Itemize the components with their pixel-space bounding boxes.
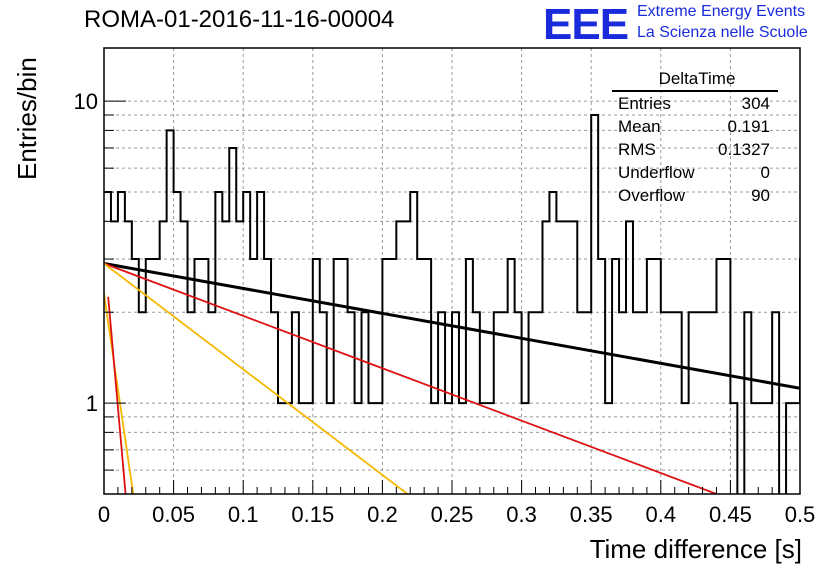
y-axis-label-wrap: Entries/bin xyxy=(8,40,42,190)
stats-label: RMS xyxy=(618,140,656,159)
stats-row-rms: RMS 0.1327 xyxy=(612,138,778,161)
stats-row-mean: Mean 0.191 xyxy=(612,115,778,138)
logo-subtitle-2: La Scienza nelle Scuole xyxy=(637,24,808,41)
stats-value: 0.1327 xyxy=(718,140,770,159)
stats-label: Underflow xyxy=(618,163,695,182)
plot-title: ROMA-01-2016-11-16-00004 xyxy=(84,6,395,33)
y-tick-label: 10 xyxy=(74,89,98,114)
stats-value: 90 xyxy=(751,186,770,205)
x-tick-label: 0.05 xyxy=(152,502,195,527)
stats-value: 0.191 xyxy=(727,117,770,136)
stats-label: Mean xyxy=(618,117,661,136)
stats-value: 0 xyxy=(760,163,770,182)
stats-row-entries: Entries 304 xyxy=(612,92,778,115)
x-tick-label: 0.15 xyxy=(291,502,334,527)
stats-box: DeltaTime Entries 304 Mean 0.191 RMS 0.1… xyxy=(612,68,778,207)
stats-row-overflow: Overflow 90 xyxy=(612,184,778,207)
stats-label: Entries xyxy=(618,94,671,113)
logo-subtitle-1: Extreme Energy Events xyxy=(637,3,806,20)
fit-line-1 xyxy=(104,262,717,494)
x-tick-label: 0.1 xyxy=(228,502,259,527)
x-axis-label: Time difference [s] xyxy=(589,534,802,564)
histogram-step-line xyxy=(104,113,800,494)
stats-row-underflow: Underflow 0 xyxy=(612,161,778,184)
x-tick-label: 0.25 xyxy=(431,502,474,527)
y-tick-label: 1 xyxy=(86,391,98,416)
x-tick-label: 0.4 xyxy=(646,502,677,527)
fit-line-4 xyxy=(107,296,127,494)
x-tick-label: 0.35 xyxy=(570,502,613,527)
x-tick-label: 0 xyxy=(98,502,110,527)
x-tick-label: 0.2 xyxy=(367,502,398,527)
y-axis-label: Entries/bin xyxy=(12,57,42,180)
x-tick-label: 0.5 xyxy=(785,502,816,527)
fit-line-3 xyxy=(104,293,135,494)
x-tick-label: 0.3 xyxy=(506,502,537,527)
stats-label: Overflow xyxy=(618,186,686,205)
fit-line-0 xyxy=(104,262,800,390)
stats-value: 304 xyxy=(741,94,770,113)
eee-logo: EEE xyxy=(543,0,629,49)
stats-title: DeltaTime xyxy=(612,68,778,92)
fit-line-2 xyxy=(104,262,409,494)
x-tick-label: 0.45 xyxy=(709,502,752,527)
